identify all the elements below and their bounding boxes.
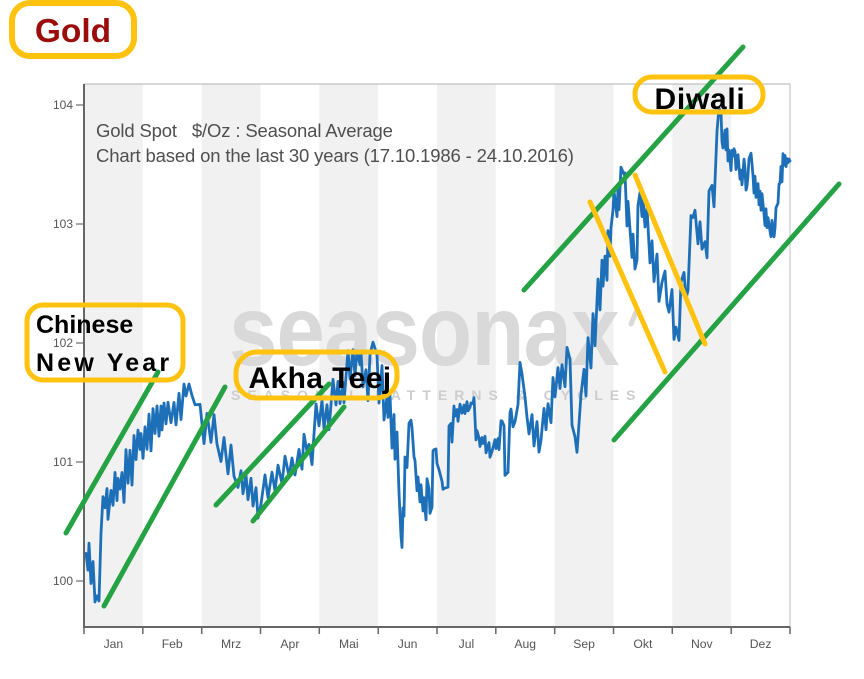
svg-text:Chart based on the last 30 yea: Chart based on the last 30 years (17.10.… bbox=[96, 145, 574, 166]
svg-text:Aug: Aug bbox=[514, 637, 536, 651]
svg-text:Mai: Mai bbox=[339, 637, 359, 651]
svg-text:101: 101 bbox=[53, 455, 73, 469]
svg-text:Nov: Nov bbox=[691, 637, 714, 651]
svg-text:Diwali: Diwali bbox=[655, 83, 746, 116]
svg-text:New Year: New Year bbox=[36, 349, 172, 377]
svg-text:100: 100 bbox=[53, 574, 73, 588]
svg-text:Sep: Sep bbox=[573, 637, 595, 651]
svg-text:Akha Teej: Akha Teej bbox=[248, 362, 391, 395]
svg-text:102: 102 bbox=[53, 336, 73, 350]
svg-text:Dez: Dez bbox=[750, 637, 772, 651]
svg-text:Mrz: Mrz bbox=[221, 637, 241, 651]
svg-text:Chinese: Chinese bbox=[36, 311, 133, 339]
svg-text:seasonax: seasonax bbox=[229, 274, 619, 386]
svg-text:Okt: Okt bbox=[633, 637, 653, 651]
svg-text:103: 103 bbox=[53, 217, 73, 231]
svg-text:Gold Spot $/Oz : Seasonal Av: Gold Spot $/Oz : Seasonal Average bbox=[96, 120, 393, 141]
svg-text:Jul: Jul bbox=[459, 637, 475, 651]
svg-text:Apr: Apr bbox=[280, 637, 299, 651]
svg-text:Jun: Jun bbox=[398, 637, 418, 651]
svg-text:Jan: Jan bbox=[104, 637, 124, 651]
svg-text:Feb: Feb bbox=[162, 637, 183, 651]
svg-text:Gold: Gold bbox=[35, 13, 111, 50]
svg-text:104: 104 bbox=[53, 98, 73, 112]
